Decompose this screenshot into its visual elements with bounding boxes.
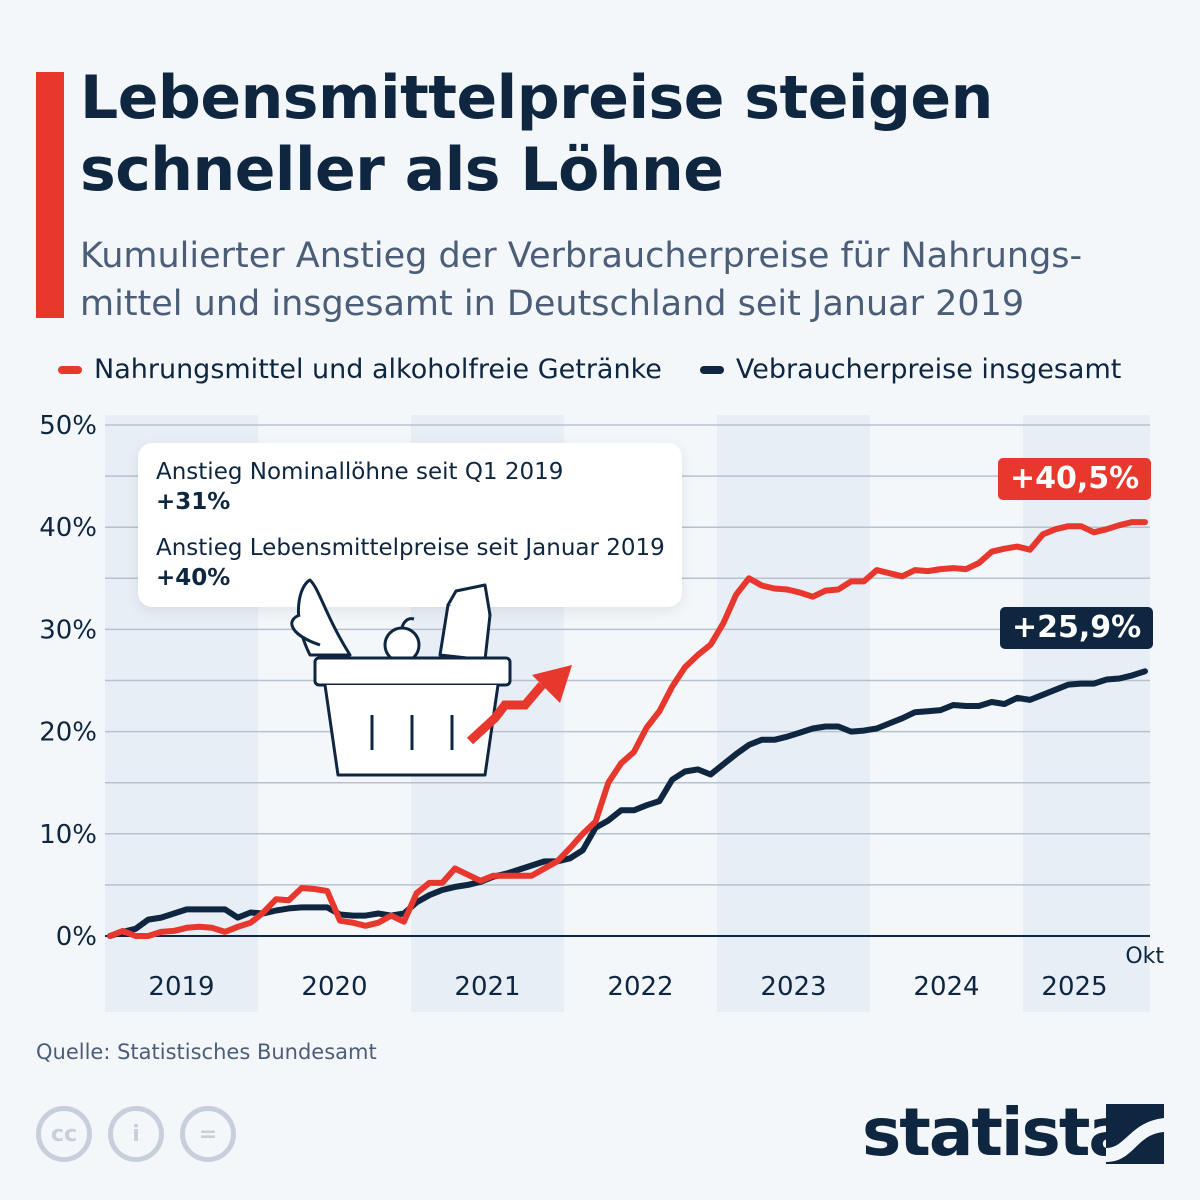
no-derivatives-icon[interactable]: = (180, 1106, 236, 1162)
x-tick-label: 2022 (607, 972, 673, 1002)
x-tick-label: 2021 (454, 972, 520, 1002)
y-tick-label: 50% (39, 411, 97, 441)
statista-logo[interactable]: statista (862, 1094, 1133, 1171)
grocery-basket-icon (290, 578, 572, 777)
food-end-label: +40,5% (998, 458, 1152, 500)
subtitle: Kumulierter Anstieg der Verbraucherpreis… (80, 236, 1083, 324)
attribution-icon[interactable]: i (108, 1106, 164, 1162)
statista-logo-mark-icon (1106, 1104, 1164, 1164)
year-band (717, 415, 870, 1012)
x-tick-label: 2020 (301, 972, 367, 1002)
legend-item-cpi: Vebraucherpreise insgesamt (699, 354, 1122, 385)
y-tick-label: 30% (39, 615, 97, 645)
cpi-end-label: +25,9% (1000, 607, 1154, 649)
y-tick-label: 10% (39, 820, 97, 850)
annotation-wages-value: +31% (156, 489, 231, 515)
annotation-food-value: +40% (156, 565, 231, 591)
source: Quelle: Statistisches Bundesamt (36, 1040, 377, 1064)
y-tick-label: 40% (39, 513, 97, 543)
x-tick-label: 2024 (913, 972, 979, 1002)
legend-label-cpi: Vebraucherpreise insgesamt (735, 354, 1122, 385)
food-series-line (107, 519, 1148, 939)
legend-swatch-food (58, 365, 82, 374)
y-tick-label: 0% (56, 922, 97, 952)
x-tick-label: 2023 (760, 972, 826, 1002)
x-tick-label: 2025 (1041, 972, 1107, 1002)
annotation-wages-label: Anstieg Nominallöhne seit Q1 2019 (156, 459, 564, 485)
x-end-label: Okt (1125, 944, 1164, 969)
cpi-series-line (107, 668, 1148, 939)
year-band (1023, 415, 1150, 1012)
cc-license-icon[interactable]: cc (36, 1106, 92, 1162)
legend-label-food: Nahrungsmittel und alkoholfreie Getränke (94, 354, 662, 385)
y-tick-label: 20% (39, 718, 97, 748)
legend-swatch-cpi (699, 365, 724, 374)
page-title: Lebensmittelpreise steigen schneller als… (80, 63, 993, 205)
annotation-food-label: Anstieg Lebensmittelpreise seit Januar 2… (156, 535, 665, 561)
legend-item-food: Nahrungsmittel und alkoholfreie Getränke (58, 354, 662, 385)
annotation-box: Anstieg Nominallöhne seit Q1 2019 +31% A… (138, 443, 682, 607)
legend: Nahrungsmittel und alkoholfreie Getränke… (58, 354, 1121, 385)
accent-bar (36, 72, 64, 318)
x-tick-label: 2019 (148, 972, 214, 1002)
